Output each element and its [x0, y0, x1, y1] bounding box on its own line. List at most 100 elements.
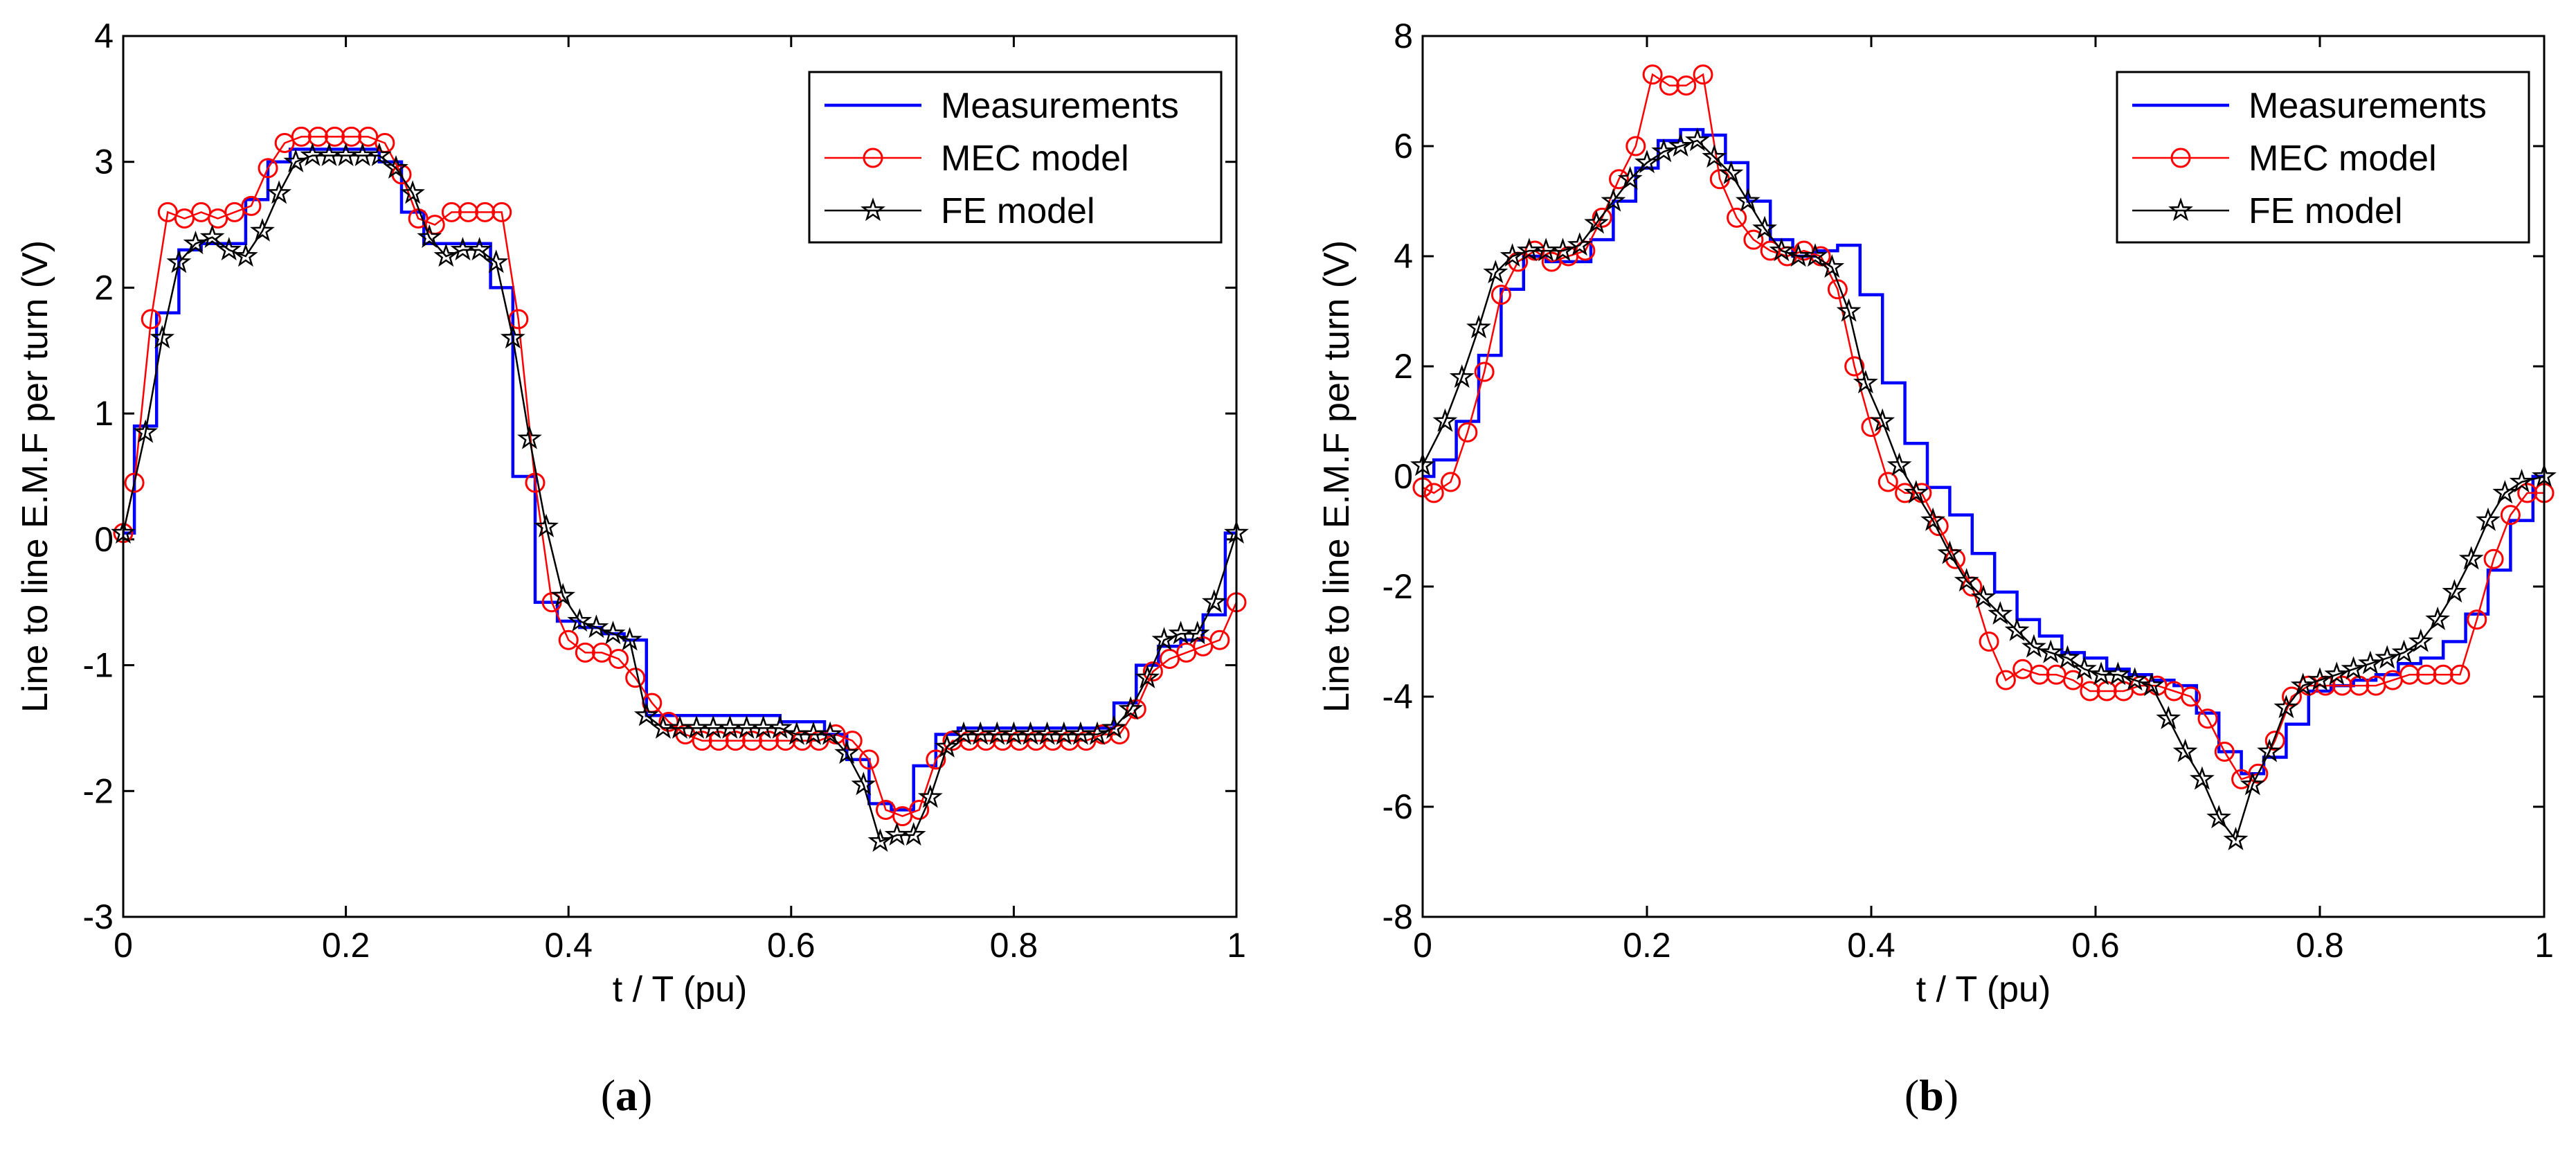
data-point — [1584, 210, 1609, 234]
data-point — [2332, 675, 2352, 696]
data-point — [1886, 452, 1912, 476]
y-tick-label: 1 — [94, 394, 114, 433]
data-point — [1151, 627, 1177, 651]
y-tick-label: -2 — [1382, 567, 1413, 606]
x-tick-label: 0.2 — [322, 926, 370, 965]
legend-item: FE model — [2132, 191, 2403, 231]
data-point — [1490, 285, 1511, 305]
data-point — [199, 224, 225, 249]
axis-ticks: 0 0.2 0.4 0.6 0.8 1 -8 -6 -4 -2 0 2 4 6 8 — [1382, 17, 2554, 965]
data-point — [926, 749, 946, 770]
legend-marker — [2168, 197, 2193, 222]
data-point — [2189, 766, 2215, 790]
data-point — [1870, 408, 1895, 432]
data-point — [2282, 686, 2302, 707]
data-point — [1135, 664, 1160, 689]
x-tick-label: 0.6 — [2071, 926, 2120, 965]
legend-item: Measurements — [2132, 86, 2487, 126]
data-point — [2341, 656, 2366, 680]
data-point — [267, 180, 292, 204]
data-point — [834, 740, 860, 764]
caption-close: ) — [638, 1071, 652, 1120]
data-point — [725, 731, 746, 751]
legend-label: FE model — [941, 191, 1095, 231]
legend-marker — [863, 148, 883, 168]
legend-label: FE model — [2249, 191, 2403, 231]
data-point — [1684, 127, 1710, 152]
data-point — [2442, 579, 2467, 603]
legend: Measurements MEC model FE model — [808, 71, 1223, 244]
data-point — [2248, 763, 2269, 784]
data-point — [767, 715, 793, 739]
caption-close: ) — [1944, 1071, 1958, 1120]
data-point — [633, 702, 659, 726]
legend-item: MEC model — [825, 138, 1129, 179]
data-point — [1474, 361, 1495, 382]
data-point — [441, 202, 462, 222]
data-point — [1895, 483, 1916, 503]
data-point — [901, 822, 926, 846]
data-point — [2223, 826, 2249, 850]
data-point — [258, 158, 278, 179]
data-point — [307, 126, 328, 147]
data-point — [492, 202, 512, 222]
data-point — [2055, 645, 2080, 669]
data-point — [1752, 215, 1778, 240]
data-point — [2433, 664, 2453, 685]
data-point — [1441, 472, 1461, 492]
data-point — [183, 230, 208, 255]
data-point — [1449, 364, 1475, 388]
data-point — [1609, 169, 1629, 190]
data-point — [759, 731, 780, 751]
data-point — [2408, 628, 2433, 652]
data-point — [2214, 742, 2235, 762]
data-point — [241, 195, 262, 216]
data-point — [2450, 664, 2470, 685]
data-point — [2500, 505, 2521, 526]
data-point — [1903, 480, 1929, 504]
data-point — [2492, 480, 2518, 504]
data-point — [1499, 243, 1525, 267]
data-point — [2156, 705, 2181, 729]
x-tick-label: 0.4 — [544, 926, 593, 965]
data-point — [2425, 606, 2450, 630]
y-tick-label: 2 — [94, 268, 114, 307]
data-point — [384, 155, 408, 179]
legend-label: MEC model — [941, 138, 1129, 179]
data-point — [567, 608, 593, 632]
data-point — [433, 243, 459, 267]
x-axis-label: t / T (pu) — [1916, 969, 2051, 1010]
legend-item: Measurements — [825, 86, 1179, 126]
data-point — [600, 620, 626, 645]
data-point — [2458, 546, 2484, 570]
data-point — [2307, 667, 2332, 691]
x-tick-label: 1 — [2534, 926, 2554, 965]
data-point — [1954, 568, 1979, 592]
data-point — [2358, 650, 2383, 674]
data-point — [233, 243, 258, 267]
data-point — [1651, 138, 1677, 163]
caption-open: ( — [601, 1071, 615, 1120]
data-point — [2004, 617, 2030, 641]
data-point — [1819, 254, 1845, 278]
data-point — [851, 771, 876, 796]
panel-caption: (b) — [1904, 1071, 1958, 1120]
data-point — [867, 828, 893, 852]
data-point — [1659, 75, 1679, 96]
data-point — [1201, 589, 1227, 613]
x-tick-label: 0.8 — [990, 926, 1038, 965]
data-point — [818, 721, 843, 745]
data-point — [291, 126, 312, 147]
x-tick-label: 0.6 — [767, 926, 816, 965]
data-point — [584, 614, 609, 638]
data-point — [1877, 472, 1898, 492]
y-tick-label: 8 — [1394, 17, 1413, 55]
data-point — [1920, 507, 1945, 531]
series-fe-model — [111, 142, 1249, 852]
data-point — [141, 309, 161, 330]
series-fe-model — [1410, 127, 2557, 850]
data-point — [2105, 661, 2131, 686]
data-point — [1718, 160, 1744, 184]
data-point — [525, 472, 546, 493]
x-tick-label: 0.4 — [1847, 926, 1895, 965]
